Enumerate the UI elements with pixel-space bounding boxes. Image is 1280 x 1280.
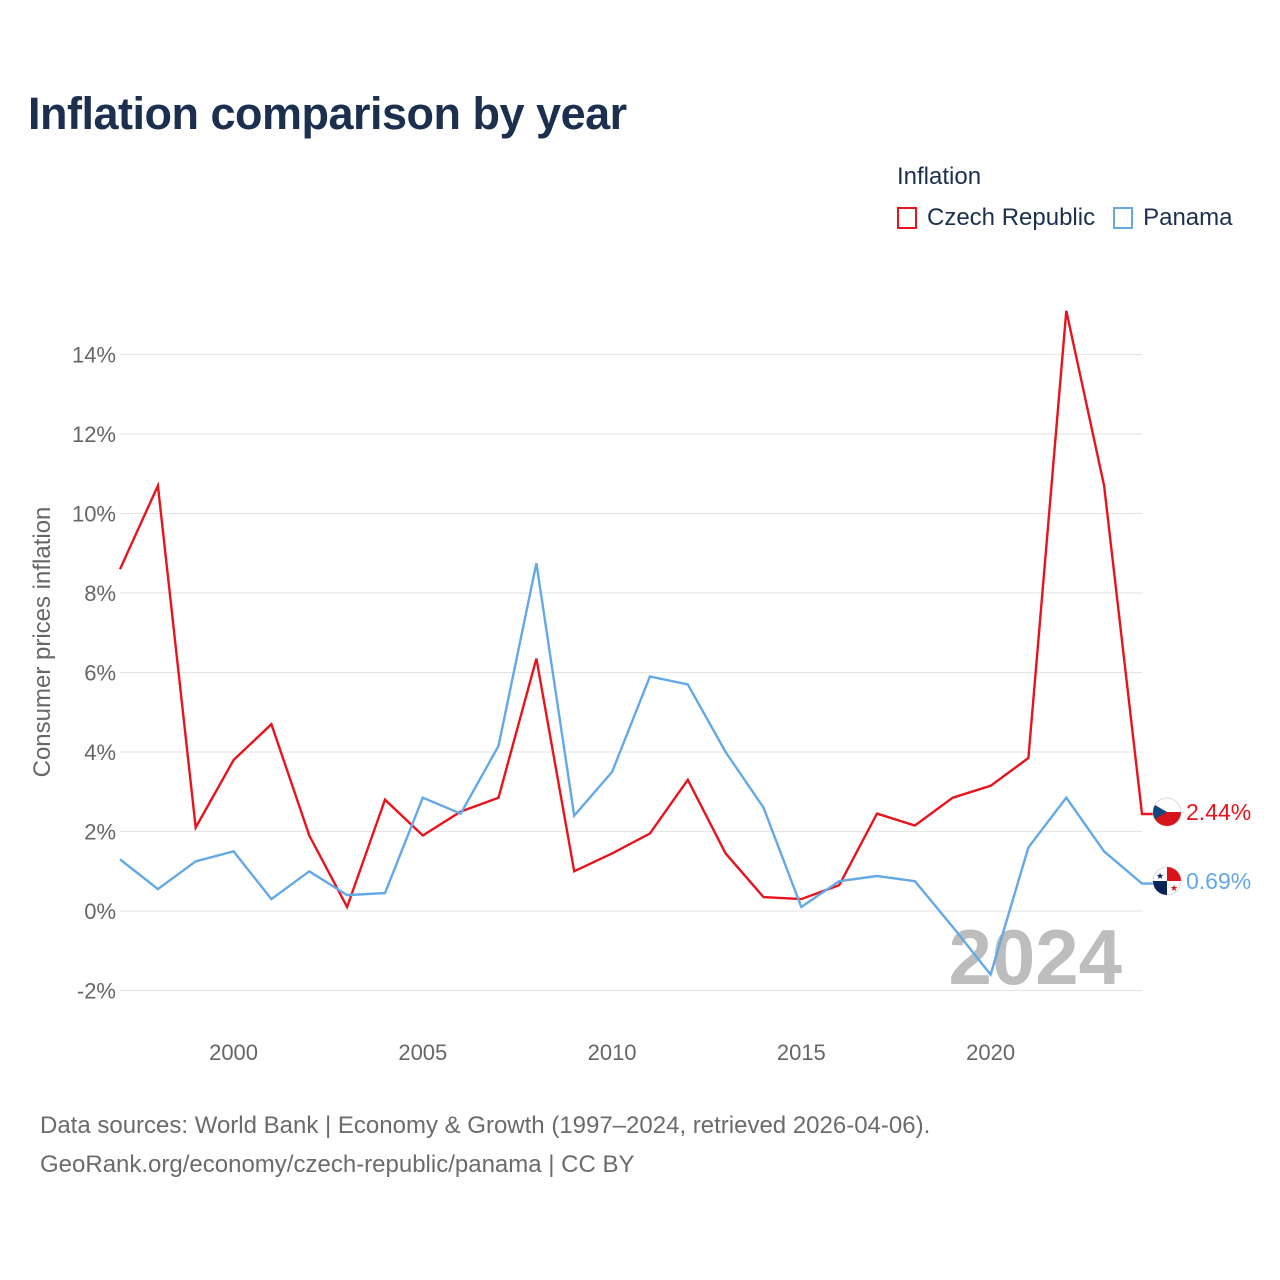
y-tick-label: 8% (84, 581, 116, 606)
flag-icon-czech-republic (1152, 797, 1182, 827)
y-tick-label: 12% (72, 422, 116, 447)
legend-label-panama: Panama (1143, 204, 1233, 231)
svg-text:★: ★ (1156, 871, 1164, 881)
flag-icon-panama: ★★ (1152, 866, 1182, 896)
svg-text:★: ★ (1170, 883, 1178, 893)
footer-link[interactable]: GeoRank.org/economy/czech-republic/panam… (40, 1151, 635, 1178)
x-axis-ticks: 2000 2005 2010 2015 2020 (209, 1040, 1015, 1065)
gridlines (120, 353, 1142, 992)
x-tick-label: 2000 (209, 1040, 258, 1065)
legend: Czech Republic Panama (897, 204, 1250, 232)
footer: Data sources: World Bank | Economy & Gro… (40, 1106, 930, 1184)
legend-label-czech-republic: Czech Republic (927, 204, 1096, 231)
year-watermark: 2024 (948, 913, 1122, 1001)
legend-item-panama[interactable]: Panama (1113, 204, 1232, 232)
legend-item-czech-republic[interactable]: Czech Republic (897, 204, 1095, 232)
x-tick-label: 2020 (966, 1040, 1015, 1065)
series-line-czech-republic[interactable] (118, 310, 1154, 910)
end-value-label-czech-republic: 2.44% (1186, 799, 1251, 825)
x-tick-label: 2010 (588, 1040, 637, 1065)
series-line-panama[interactable] (119, 562, 1154, 978)
x-tick-label: 2015 (777, 1040, 826, 1065)
y-tick-label: -2% (77, 979, 116, 1004)
y-tick-label: 2% (84, 820, 116, 845)
legend-swatch-czech-republic (897, 207, 917, 229)
legend-title: Inflation (897, 163, 982, 190)
y-tick-label: 4% (84, 740, 116, 765)
legend-swatch-panama (1113, 207, 1134, 229)
series-lines (118, 310, 1154, 978)
y-tick-label: 6% (84, 661, 116, 686)
footer-sources: Data sources: World Bank | Economy & Gro… (40, 1112, 931, 1139)
end-markers: 2.44%★★ 0.69% (1152, 797, 1251, 896)
y-tick-label: 14% (72, 343, 116, 368)
end-value-label-panama: 0.69% (1186, 868, 1251, 894)
y-tick-label: 10% (72, 502, 116, 527)
x-tick-label: 2005 (398, 1040, 447, 1065)
y-axis-label: Consumer prices inflation (29, 507, 56, 778)
y-axis-ticks: -2% 0% 2% 4% 6% 8% 10% 12% 14% (72, 343, 116, 1004)
chart-title: Inflation comparison by year (28, 88, 627, 139)
y-tick-label: 0% (84, 899, 116, 924)
